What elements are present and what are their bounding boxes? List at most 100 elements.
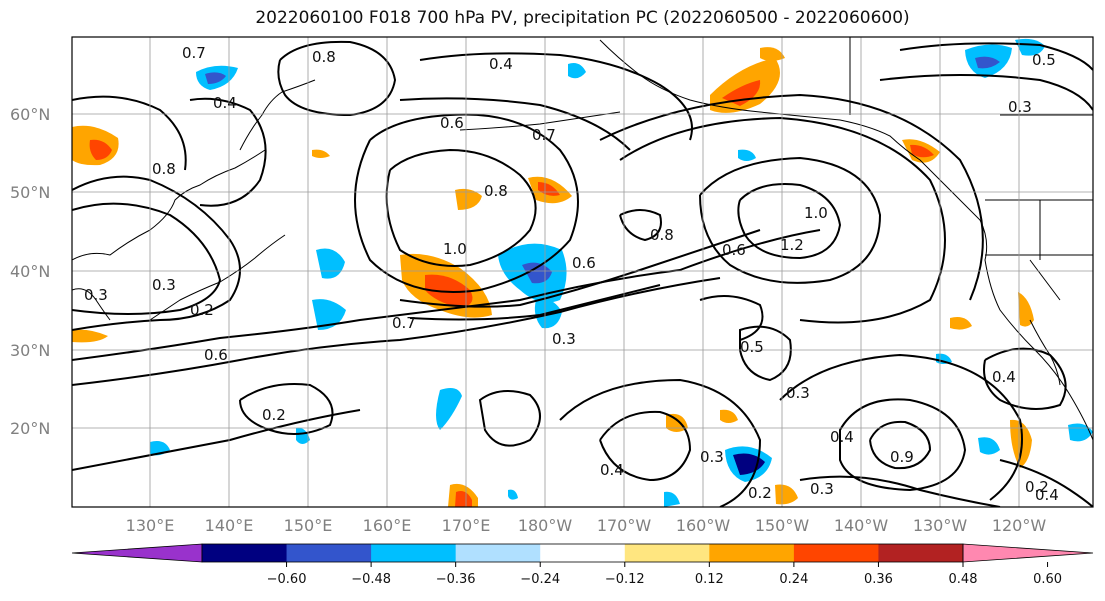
- precip-positive-area: [950, 317, 972, 330]
- contour-label: 1.0: [804, 204, 828, 222]
- coastline-korea: [72, 288, 111, 321]
- pv-contour-line: [779, 353, 1023, 501]
- lon-tick-label: 120°W: [992, 516, 1047, 535]
- contour-label: 0.8: [312, 48, 336, 66]
- pv-contour-line: [839, 398, 967, 492]
- pv-contours: [72, 40, 1093, 507]
- lon-tick-label: 160°W: [676, 516, 731, 535]
- contour-label: 0.2: [190, 301, 214, 319]
- contour-label: 1.2: [780, 236, 804, 254]
- contour-label: 0.4: [1035, 486, 1059, 504]
- colorbar-tick-label: 0.36: [864, 572, 893, 587]
- coastline-aleutians: [459, 111, 621, 131]
- contour-label: 0.8: [152, 160, 176, 178]
- pv-contour-line: [189, 97, 267, 207]
- lon-axis: 130°E 140°E 150°E 160°E 170°E 180°W 170°…: [126, 516, 1047, 535]
- pv-contour-line: [869, 420, 932, 470]
- lat-tick-label: 60°N: [10, 105, 50, 124]
- colorbar-swatch: [540, 544, 626, 562]
- lon-tick-label: 140°W: [834, 516, 889, 535]
- border-states: [985, 114, 1093, 301]
- precip-negative-area: [738, 149, 756, 161]
- pv-contour-line: [72, 175, 241, 331]
- contour-label: 0.7: [532, 126, 556, 144]
- colorbar-tick-label: 0.24: [779, 572, 808, 587]
- coastline-baja: [1029, 319, 1061, 386]
- pv-contour-line: [739, 325, 792, 382]
- lon-tick-label: 130°W: [913, 516, 968, 535]
- colorbar: −0.60 −0.48 −0.36 −0.24 −0.12 0.12 0.24 0.36 0.4…: [71, 543, 1094, 587]
- pv-contour-line: [72, 95, 187, 171]
- precip-positive-core: [455, 491, 472, 507]
- precip-positive-area: [760, 47, 785, 61]
- precip-negative-area: [1068, 423, 1093, 442]
- lon-tick-label: 170°E: [442, 516, 491, 535]
- contour-label: 0.7: [392, 314, 416, 332]
- precip-positive-area: [720, 409, 738, 423]
- lon-tick-label: 140°E: [205, 516, 254, 535]
- colorbar-tick-label: 0.48: [949, 572, 978, 587]
- contour-label: 0.6: [440, 114, 464, 132]
- coastlines: [72, 37, 1093, 441]
- colorbar-swatch: [793, 544, 879, 562]
- pv-contour-line: [354, 113, 579, 293]
- coastline-asia: [72, 149, 266, 261]
- precip-negative-area: [664, 491, 680, 507]
- colorbar-swatch: [202, 544, 288, 562]
- precip-negative-area: [978, 437, 1000, 455]
- contour-label: 0.3: [152, 276, 176, 294]
- precip-positive-area: [666, 413, 688, 432]
- contour-label: 0.5: [740, 338, 764, 356]
- coastline-alaska: [599, 39, 951, 191]
- precip-positive-core: [910, 144, 934, 158]
- precip-negative-area: [312, 299, 346, 330]
- coastline-kamchatka: [239, 79, 316, 151]
- precip-positive-area: [312, 149, 330, 158]
- colorbar-swatch: [371, 544, 457, 562]
- contour-label: 0.2: [1025, 478, 1049, 496]
- contour-label: 0.6: [572, 254, 596, 272]
- lat-tick-label: 50°N: [10, 183, 50, 202]
- contour-label: 0.9: [890, 448, 914, 466]
- precip-positive-core: [89, 139, 112, 160]
- contour-label: 0.3: [1008, 98, 1032, 116]
- contour-label: 0.3: [552, 330, 576, 348]
- lon-tick-label: 170°W: [597, 516, 652, 535]
- contour-label: 0.4: [489, 55, 513, 73]
- contour-label: 0.8: [650, 226, 674, 244]
- colorbar-swatch: [624, 544, 710, 562]
- coastline-north-america: [949, 189, 1093, 441]
- colorbar-swatch: [455, 544, 541, 562]
- colorbar-swatch: [709, 544, 795, 562]
- colorbar-tick-label: −0.24: [520, 572, 560, 587]
- colorbar-tick-label: 0.12: [695, 572, 724, 587]
- precip-positive-area: [1018, 292, 1034, 327]
- contour-label: 0.3: [786, 384, 810, 402]
- contour-label: 0.2: [262, 406, 286, 424]
- lon-tick-label: 160°E: [363, 516, 412, 535]
- pv-contour-line: [72, 277, 721, 386]
- pv-contour-line: [409, 284, 661, 321]
- lon-tick-label: 180°W: [518, 516, 573, 535]
- colorbar-swatch: [286, 544, 372, 562]
- pv-contour-line: [559, 378, 762, 507]
- pv-contour-line: [599, 410, 692, 482]
- pv-contour-line: [399, 97, 631, 151]
- colorbar-extend-low: [71, 543, 203, 563]
- pv-contour-line: [599, 93, 984, 301]
- pv-contour-line: [399, 229, 761, 308]
- lat-axis: 60°N 50°N 40°N 30°N 20°N: [10, 105, 50, 438]
- pv-contour-line: [419, 52, 693, 141]
- pv-contour-line: [619, 209, 662, 242]
- map-frame: [71, 36, 1094, 508]
- contour-label: 0.4: [830, 428, 854, 446]
- colorbar-tick-label: 0.60: [1033, 572, 1062, 587]
- contour-label: 0.4: [600, 461, 624, 479]
- precip-negative-core: [522, 262, 552, 284]
- lat-tick-label: 40°N: [10, 262, 50, 281]
- colorbar-extend-high: [962, 543, 1094, 563]
- pv-contour-line: [699, 295, 764, 341]
- lat-tick-label: 30°N: [10, 341, 50, 360]
- lat-tick-label: 20°N: [10, 419, 50, 438]
